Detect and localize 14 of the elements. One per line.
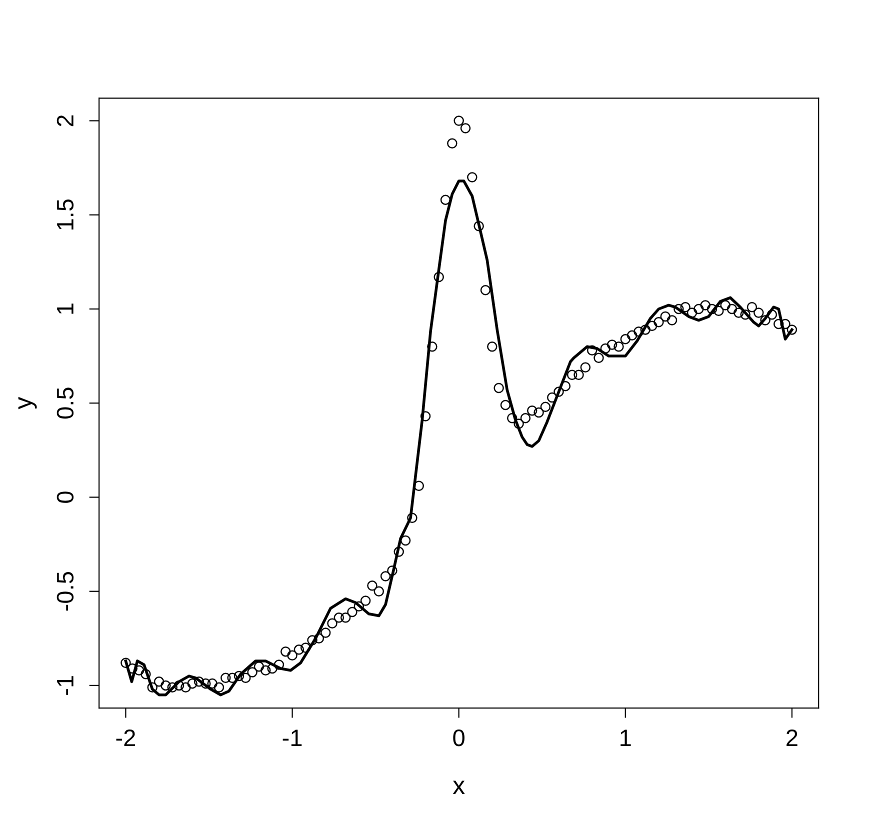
y-tick-label: -0.5	[56, 572, 74, 611]
x-tick-label: -2	[116, 729, 136, 746]
y-tick-label: 2	[56, 115, 74, 126]
y-tick-label: -1	[57, 676, 74, 695]
x-tick-label: 1	[620, 730, 631, 746]
y-tick-label: 0.5	[56, 388, 74, 419]
y-tick-label: 0	[56, 492, 74, 503]
y-axis-title: y	[18, 396, 37, 410]
y-tick-label: 1.5	[57, 199, 74, 230]
x-tick-label: -1	[282, 730, 302, 746]
x-tick-label: 2	[786, 729, 798, 746]
y-tick-label: 1	[57, 304, 74, 314]
x-tick-label: 0	[453, 729, 464, 746]
x-axis-title: x	[452, 780, 465, 794]
